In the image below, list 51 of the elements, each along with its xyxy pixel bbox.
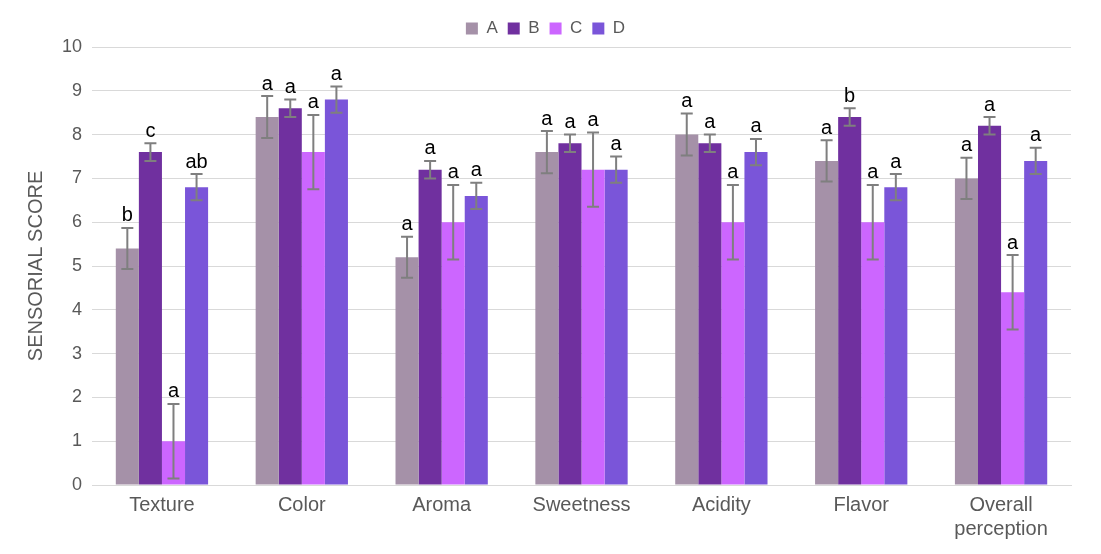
data-label: a bbox=[1007, 230, 1020, 253]
y-tick-label: 6 bbox=[72, 211, 83, 232]
x-tick-label: Color bbox=[277, 492, 327, 515]
data-label: a bbox=[587, 107, 600, 130]
legend-label: B bbox=[528, 18, 540, 38]
data-label: c bbox=[145, 118, 156, 141]
data-label: a bbox=[681, 89, 694, 112]
x-tick-label: Acidity bbox=[691, 492, 751, 515]
y-axis-title: SENSORIAL SCORE bbox=[23, 170, 46, 362]
y-tick-label: 5 bbox=[72, 254, 83, 275]
data-label: a bbox=[564, 110, 577, 133]
data-label: a bbox=[447, 160, 460, 183]
data-label: a bbox=[750, 114, 763, 137]
data-label: a bbox=[284, 75, 297, 98]
data-label: b bbox=[844, 83, 856, 106]
data-label: a bbox=[704, 110, 717, 133]
data-label: a bbox=[541, 106, 554, 129]
x-tick-label: Flavor bbox=[833, 492, 890, 515]
legend-label: A bbox=[486, 18, 499, 38]
x-tick-label: Texture bbox=[129, 492, 195, 515]
y-tick-label: 9 bbox=[72, 79, 83, 100]
data-label: a bbox=[401, 212, 414, 235]
y-tick-label: 2 bbox=[72, 386, 83, 407]
y-tick-label: 0 bbox=[72, 473, 83, 494]
data-label: a bbox=[890, 149, 903, 172]
x-tick-label: Aroma bbox=[412, 492, 472, 515]
data-label: a bbox=[821, 115, 834, 138]
y-tick-label: 8 bbox=[72, 123, 83, 144]
data-label: a bbox=[867, 160, 880, 183]
y-tick-label: 4 bbox=[72, 298, 83, 319]
x-tick-label: Overall perception bbox=[954, 492, 1048, 539]
data-label: a bbox=[470, 158, 483, 181]
y-tick-label: 10 bbox=[61, 35, 83, 56]
legend-label: C bbox=[570, 18, 583, 38]
data-label: a bbox=[960, 133, 973, 156]
data-label: a bbox=[727, 160, 740, 183]
data-label: b bbox=[121, 203, 133, 226]
y-tick-label: 3 bbox=[72, 342, 83, 363]
x-tick-label: Sweetness bbox=[532, 492, 631, 515]
data-label: a bbox=[307, 90, 320, 113]
data-label: a bbox=[610, 132, 623, 155]
data-label: a bbox=[261, 71, 274, 94]
data-label: a bbox=[167, 379, 180, 402]
data-label: a bbox=[1030, 123, 1043, 146]
data-label: a bbox=[983, 92, 996, 115]
data-label: a bbox=[424, 136, 437, 159]
data-label: ab bbox=[185, 149, 208, 172]
legend-label: D bbox=[612, 18, 626, 38]
y-tick-label: 1 bbox=[72, 430, 83, 451]
y-tick-label: 7 bbox=[72, 167, 83, 188]
data-label: a bbox=[330, 61, 343, 84]
